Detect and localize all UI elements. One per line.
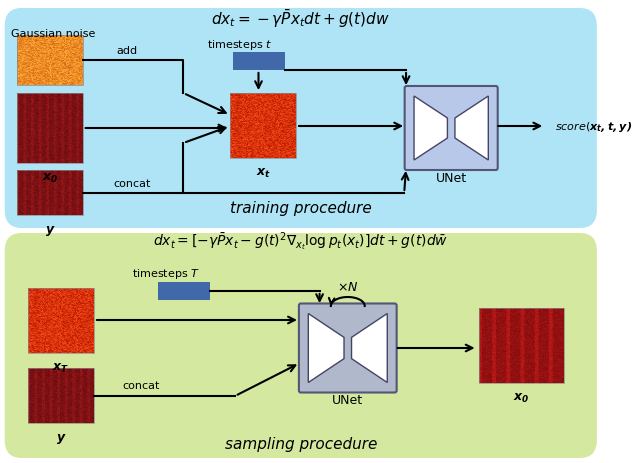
Text: $\bfit{x}_0$: $\bfit{x}_0$: [42, 172, 58, 185]
Text: add: add: [116, 46, 138, 56]
Bar: [17, 94, 83, 163]
Text: sampling procedure: sampling procedure: [225, 436, 377, 451]
Polygon shape: [351, 314, 387, 383]
Text: Gaussian noise: Gaussian noise: [12, 29, 96, 39]
Text: $\bfit{x}_t$: $\bfit{x}_t$: [255, 167, 271, 180]
Text: UNet: UNet: [436, 172, 467, 185]
Text: $dx_t = -\gamma\bar{P}x_t dt + g(t)dw$: $dx_t = -\gamma\bar{P}x_t dt + g(t)dw$: [211, 8, 390, 30]
Bar: [28, 368, 94, 423]
FancyBboxPatch shape: [4, 9, 597, 229]
Text: $\bfit{x}_T$: $\bfit{x}_T$: [52, 361, 70, 374]
Bar: [230, 94, 296, 159]
Text: $dx_t = [-\gamma\bar{P}x_t - g(t)^2 \nabla_{x_t} \log p_t(x_t)]dt + g(t)d\bar{w}: $dx_t = [-\gamma\bar{P}x_t - g(t)^2 \nab…: [153, 230, 449, 253]
Text: training procedure: training procedure: [230, 200, 372, 216]
Text: UNet: UNet: [332, 394, 364, 407]
Bar: [17, 36, 83, 86]
Text: $\bfit{y}$: $\bfit{y}$: [45, 224, 55, 238]
Text: timesteps $T$: timesteps $T$: [132, 266, 200, 281]
Bar: [17, 171, 83, 216]
Text: $\bfit{x}_0$: $\bfit{x}_0$: [513, 391, 530, 404]
Polygon shape: [414, 97, 447, 161]
Bar: [28, 288, 94, 353]
Text: $\times N$: $\times N$: [337, 281, 358, 294]
Text: concat: concat: [122, 380, 159, 390]
Bar: [233, 53, 285, 71]
Bar: [158, 282, 210, 300]
FancyBboxPatch shape: [404, 87, 498, 171]
Text: $\bfit{y}$: $\bfit{y}$: [56, 431, 67, 445]
Text: concat: concat: [113, 179, 150, 188]
FancyBboxPatch shape: [299, 304, 397, 393]
Text: timesteps $t$: timesteps $t$: [207, 38, 272, 52]
Text: $score(\bfit{x}_t, t, \bfit{y})$: $score(\bfit{x}_t, t, \bfit{y})$: [555, 120, 632, 134]
Polygon shape: [455, 97, 488, 161]
Bar: [479, 308, 564, 383]
Polygon shape: [308, 314, 344, 383]
FancyBboxPatch shape: [4, 233, 597, 458]
